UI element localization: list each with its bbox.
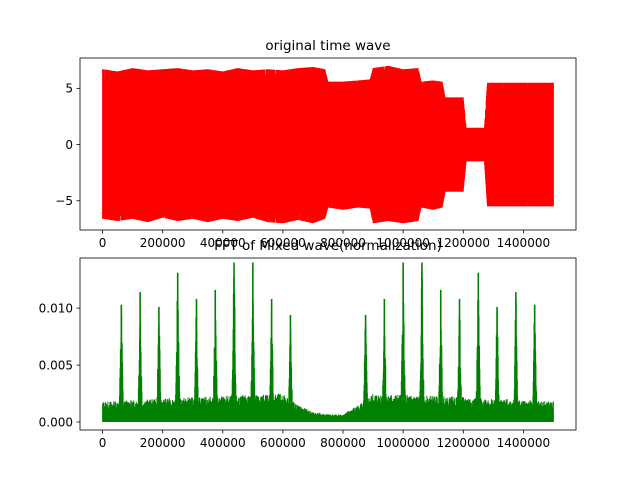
fft-y-tick-label: 0.000 [39, 415, 73, 429]
fft-x-ticks: 0 200000 400000 600000 800000 1000000 1200000 1… [99, 430, 550, 450]
time-wave-x-tick-label: 0 [99, 236, 107, 250]
time-wave-subplot: 0 200000 400000 600000 800000 1000000 1200000 1… [55, 38, 577, 250]
fft-x-tick-label: 800000 [320, 436, 366, 450]
time-wave-series-line [102, 65, 554, 224]
time-wave-plot-area [102, 65, 554, 224]
fft-x-tick-label: 600000 [260, 436, 306, 450]
time-wave-x-tick-label: 400000 [200, 236, 246, 250]
time-wave-x-tick-label: 1200000 [437, 236, 490, 250]
fft-plot-area [102, 262, 554, 423]
fft-y-ticks: 0.000 0.005 0.010 [39, 301, 80, 429]
time-wave-x-ticks: 0 200000 400000 600000 800000 1000000 1200000 1… [99, 230, 550, 250]
time-wave-x-tick-label: 800000 [320, 236, 366, 250]
time-wave-x-tick-label: 1000000 [376, 236, 429, 250]
time-wave-axes-border [79, 57, 577, 231]
fft-x-tick-label: 1000000 [376, 436, 429, 450]
fft-axes-border [79, 257, 577, 431]
fft-x-tick-label: 1200000 [437, 436, 490, 450]
time-wave-y-ticks: −5 0 5 [55, 82, 80, 208]
fft-title: FFT of Mixed wave(normalization) [214, 238, 442, 254]
time-wave-axes-frame [79, 57, 577, 231]
fft-x-tick-label: 1400000 [497, 436, 550, 450]
time-wave-y-tick-label: −5 [55, 194, 73, 208]
fft-axes-frame [79, 257, 577, 431]
fft-subplot: 0 200000 400000 600000 800000 1000000 1200000 1… [39, 238, 577, 450]
time-wave-x-tick-label: 600000 [260, 236, 306, 250]
time-wave-x-tick-label: 1400000 [497, 236, 550, 250]
time-wave-x-tick-label: 200000 [140, 236, 186, 250]
fft-y-tick-label: 0.005 [39, 358, 73, 372]
time-wave-y-tick-label: 5 [65, 82, 73, 96]
fft-x-tick-label: 200000 [140, 436, 186, 450]
time-wave-title: original time wave [265, 38, 390, 54]
fft-y-tick-label: 0.010 [39, 301, 73, 315]
fft-x-tick-label: 0 [99, 436, 107, 450]
time-wave-y-tick-label: 0 [65, 138, 73, 152]
fft-x-tick-label: 400000 [200, 436, 246, 450]
